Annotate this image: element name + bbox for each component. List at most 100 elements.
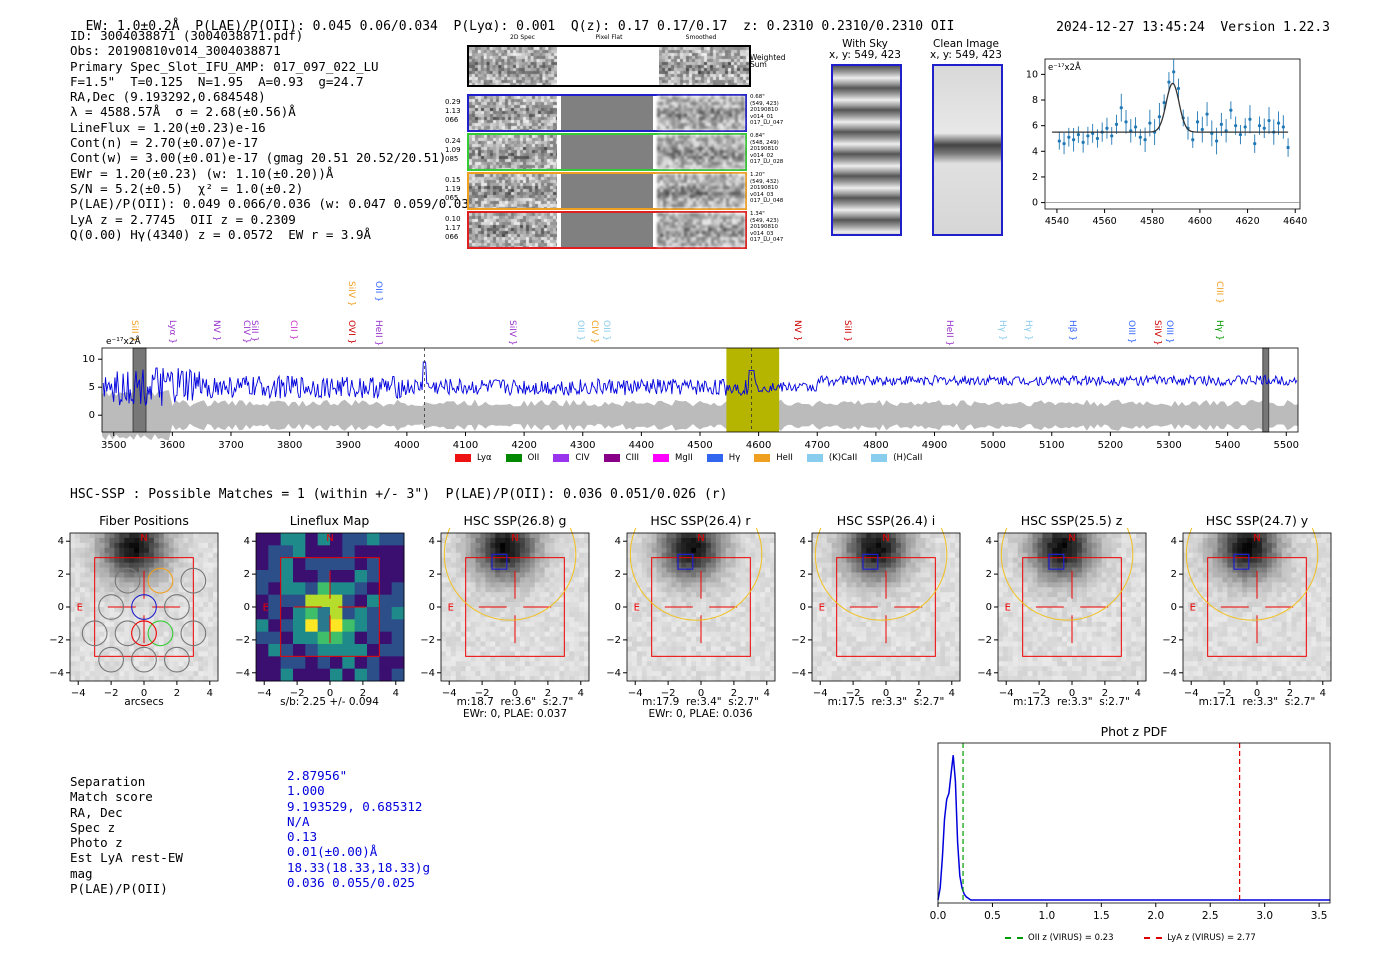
- cutout-pixel: [1120, 572, 1127, 578]
- cutout-pixel: [148, 533, 155, 539]
- cutout-pixel: [500, 537, 506, 544]
- cutout-pixel: [705, 676, 711, 682]
- cutout-pixel: [1027, 621, 1033, 628]
- cutout-pixel: [925, 676, 931, 682]
- cutout-pixel: [626, 567, 632, 573]
- stamp-2d-image: [469, 135, 557, 169]
- cutout-pixel: [1115, 607, 1122, 613]
- cutout-pixel: [203, 611, 209, 618]
- cutout-pixel: [1071, 587, 1077, 593]
- cutout-pixel: [129, 597, 135, 603]
- cutout-pixel: [480, 537, 486, 544]
- legend-item: MgII: [653, 453, 693, 463]
- cutout-pixel: [680, 587, 687, 593]
- cutout-pixel: [163, 552, 170, 559]
- spectrum-error-band: [102, 390, 1298, 441]
- cutout-pixel: [460, 592, 467, 598]
- cutout-pixel: [569, 597, 575, 603]
- cutout-pixel: [866, 646, 872, 652]
- lineflux-cell: [292, 582, 306, 596]
- cutout-pixel: [153, 671, 160, 677]
- cutout-pixel: [74, 676, 81, 682]
- cutout-pixel: [710, 656, 716, 662]
- cutout-pixel: [1041, 537, 1048, 544]
- cutout-pixel: [680, 533, 687, 539]
- cutout-pixel: [139, 547, 145, 554]
- cutout-pixel: [1022, 661, 1028, 667]
- cutout-pixel: [895, 661, 902, 667]
- cutout-pixel: [685, 562, 692, 568]
- cutout-pixel: [665, 626, 672, 633]
- cutout-pixel: [198, 626, 204, 633]
- cutout-pixel: [505, 597, 511, 603]
- cutout-pixel: [544, 636, 550, 642]
- cutout-pixel: [1027, 666, 1033, 672]
- cutout-pixel: [1061, 552, 1067, 559]
- cutout-pixel: [139, 597, 145, 603]
- cutout-pixel: [700, 572, 706, 578]
- cutout-pixel: [656, 557, 662, 563]
- cutout-pixel: [895, 582, 902, 588]
- cutout-pixel: [950, 656, 956, 662]
- cutout-pixel: [549, 582, 555, 588]
- cutout-pixel: [1056, 636, 1063, 642]
- cutout-pixel: [940, 537, 946, 544]
- cutout-pixel: [144, 572, 150, 578]
- cutout-pixel: [1120, 597, 1127, 603]
- cutout-pixel: [524, 572, 531, 578]
- cutout-pixel: [925, 582, 931, 588]
- cutout-pixel: [168, 631, 174, 637]
- cutout-pixel: [549, 616, 555, 623]
- cutout-pixel: [915, 636, 921, 642]
- cutout-pixel: [114, 611, 120, 618]
- cutout-pixel: [836, 547, 842, 554]
- cutout-pixel: [725, 616, 731, 623]
- cutout-pixel: [119, 542, 125, 549]
- cutout-pixel: [534, 533, 541, 539]
- cutout-pixel: [89, 676, 96, 682]
- cutout-pixel: [710, 616, 716, 623]
- cutout-pixel: [940, 552, 946, 559]
- cutout-pixel: [636, 533, 642, 539]
- cutout-pixel: [1076, 567, 1082, 573]
- cutout-pixel: [900, 661, 907, 667]
- lineflux-cell: [255, 607, 269, 620]
- cutout-pixel: [1101, 641, 1107, 647]
- cutout-pixel: [1012, 646, 1018, 652]
- cutout-pixel: [695, 636, 701, 642]
- cutout-pixel: [470, 572, 476, 578]
- cutout-pixel: [675, 542, 682, 549]
- cutout-pixel: [925, 547, 931, 554]
- cutout-pixel: [950, 621, 956, 628]
- cutout-pixel: [544, 557, 550, 563]
- cutout-pixel: [940, 661, 946, 667]
- cutout-pixel: [153, 537, 160, 544]
- cutout-pixel: [739, 577, 746, 583]
- cutout-pixel: [739, 567, 746, 573]
- cutout-pixel: [99, 567, 105, 573]
- cutout-pixel: [735, 582, 741, 588]
- cutout-pixel: [955, 592, 961, 598]
- cutout-pixel: [475, 641, 481, 647]
- cutout-pixel: [79, 537, 86, 544]
- cutout-pixel: [1101, 631, 1107, 637]
- cutout-pixel: [661, 651, 667, 657]
- cutout-pixel: [935, 597, 941, 603]
- fit-xtick-label: 4640: [1283, 216, 1307, 227]
- fit-point: [1176, 86, 1181, 91]
- cutout-pixel: [670, 651, 677, 657]
- cutout-pixel: [720, 592, 726, 598]
- fiber-circle: [131, 646, 157, 673]
- cutout-pixel: [744, 651, 751, 657]
- cutout-pixel: [480, 631, 486, 637]
- cutout-pixel: [158, 661, 165, 667]
- cutout-pixel: [495, 621, 501, 628]
- cutout-pixel: [1027, 636, 1033, 642]
- cutout-pixel: [955, 537, 961, 544]
- cutout-pixel: [1046, 641, 1053, 647]
- cutout-pixel: [900, 572, 907, 578]
- cutout-pixel: [764, 636, 770, 642]
- cutout-pixel: [725, 666, 731, 672]
- cutout-pixel: [831, 676, 838, 682]
- cutout-pixel: [915, 533, 921, 539]
